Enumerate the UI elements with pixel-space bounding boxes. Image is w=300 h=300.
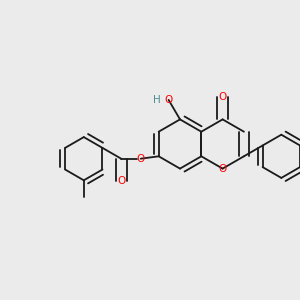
Text: O: O [136, 154, 145, 164]
Text: O: O [218, 92, 227, 102]
Text: O: O [218, 164, 227, 174]
Text: O: O [117, 176, 125, 186]
Text: H: H [153, 95, 161, 105]
Text: O: O [164, 95, 173, 105]
